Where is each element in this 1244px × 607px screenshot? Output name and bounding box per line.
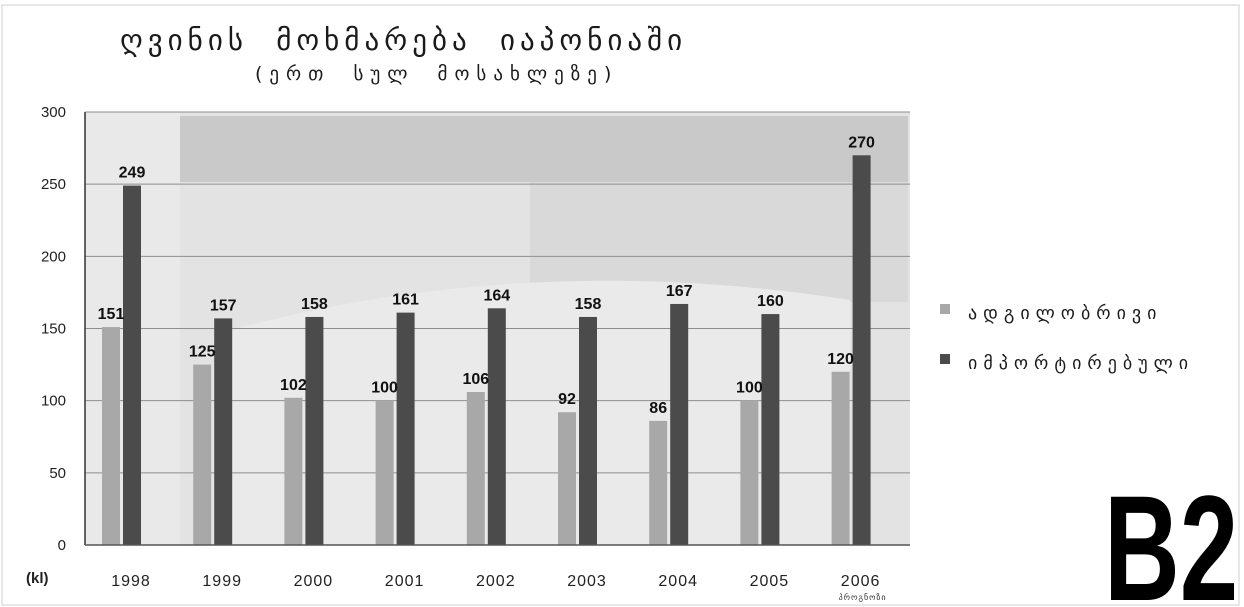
legend-label-local: ადგილობრივი bbox=[968, 303, 1162, 324]
y-tick-label-50: 50 bbox=[49, 465, 66, 482]
data-label-imported-2001: 161 bbox=[392, 292, 419, 309]
bar-local-2006 bbox=[831, 371, 850, 545]
bar-imported-2001 bbox=[396, 312, 415, 545]
x-tick-label-2002: 2002 bbox=[476, 573, 516, 590]
data-label-imported-1999: 157 bbox=[210, 297, 237, 314]
data-label-imported-2000: 158 bbox=[301, 296, 328, 313]
data-label-local-2003: 92 bbox=[558, 391, 576, 408]
x-tick-labels: 1998 1999 2000 2001 2002 2003 2004 2005 2006 პროგ… bbox=[111, 573, 887, 602]
data-label-imported-2004: 167 bbox=[666, 283, 693, 300]
chart-subtitle: (ერთ სულ მოსახლეზე) bbox=[255, 63, 618, 85]
y-tick-labels: 0 50 100 150 200 250 300 bbox=[41, 104, 66, 554]
bar-local-2005 bbox=[740, 400, 759, 545]
bar-local-1998 bbox=[102, 327, 120, 545]
bar-local-2001 bbox=[375, 400, 394, 545]
data-label-local-2004: 86 bbox=[649, 400, 667, 417]
y-tick-label-150: 150 bbox=[41, 321, 66, 338]
data-label-local-2002: 106 bbox=[462, 371, 489, 388]
bar-imported-2006 bbox=[852, 155, 871, 546]
bar-local-2004 bbox=[649, 420, 668, 545]
bar-imported-2000 bbox=[305, 316, 324, 545]
data-label-imported-2006: 270 bbox=[848, 134, 875, 151]
bar-imported-2003 bbox=[579, 316, 597, 545]
x-tick-label-2006: 2006 bbox=[841, 573, 881, 590]
badge-b2: B2 bbox=[1104, 466, 1238, 607]
forecast-note: პროგნოზი bbox=[839, 592, 887, 602]
page-border bbox=[1, 4, 1240, 606]
y-tick-label-250: 250 bbox=[41, 176, 66, 193]
data-label-local-2005: 100 bbox=[736, 380, 763, 397]
legend-swatch-local bbox=[940, 304, 950, 314]
bar-imported-2005 bbox=[761, 314, 780, 545]
data-labels: 151 125 102 100 106 92 86 100 120 249 157 158 161 164… bbox=[98, 134, 875, 417]
data-label-local-1999: 125 bbox=[189, 344, 216, 361]
x-tick-label-2000: 2000 bbox=[294, 573, 334, 590]
x-tick-label-2001: 2001 bbox=[385, 573, 425, 590]
axes bbox=[84, 112, 910, 546]
background-photo-header-band bbox=[180, 116, 908, 182]
legend: ადგილობრივი იმპორტირებული bbox=[940, 303, 1194, 374]
bar-local-2000 bbox=[284, 397, 303, 545]
data-label-imported-2005: 160 bbox=[757, 293, 784, 310]
x-tick-label-2005: 2005 bbox=[750, 573, 790, 590]
data-label-imported-2002: 164 bbox=[483, 287, 510, 304]
x-tick-label-2003: 2003 bbox=[567, 573, 607, 590]
y-tick-label-200: 200 bbox=[41, 248, 66, 265]
x-tick-label-1999: 1999 bbox=[202, 573, 242, 590]
data-label-imported-2003: 158 bbox=[575, 296, 602, 313]
bar-imported-2002 bbox=[487, 308, 506, 545]
data-label-imported-1998: 249 bbox=[119, 165, 146, 182]
legend-swatch-imported bbox=[940, 354, 950, 364]
bar-imported-1998 bbox=[123, 185, 141, 546]
bars bbox=[102, 155, 871, 546]
bar-local-1999 bbox=[193, 364, 212, 545]
bar-imported-1999 bbox=[214, 318, 233, 545]
y-axis-unit-label: (kl) bbox=[26, 570, 49, 587]
data-label-local-2006: 120 bbox=[827, 351, 854, 368]
y-tick-label-0: 0 bbox=[58, 537, 66, 554]
data-label-local-1998: 151 bbox=[98, 306, 125, 323]
bar-imported-2004 bbox=[670, 303, 689, 545]
x-tick-label-1998: 1998 bbox=[111, 573, 151, 590]
y-tick-label-300: 300 bbox=[41, 104, 66, 121]
x-tick-label-2004: 2004 bbox=[658, 573, 698, 590]
chart-title: ღვინის მოხმარება იაპონიაში bbox=[120, 23, 687, 57]
bar-local-2002 bbox=[466, 392, 485, 545]
y-tick-label-100: 100 bbox=[41, 393, 66, 410]
legend-label-imported: იმპორტირებული bbox=[968, 353, 1194, 374]
data-label-local-2000: 102 bbox=[280, 377, 307, 394]
bar-local-2003 bbox=[558, 412, 576, 545]
data-label-local-2001: 100 bbox=[371, 380, 398, 397]
